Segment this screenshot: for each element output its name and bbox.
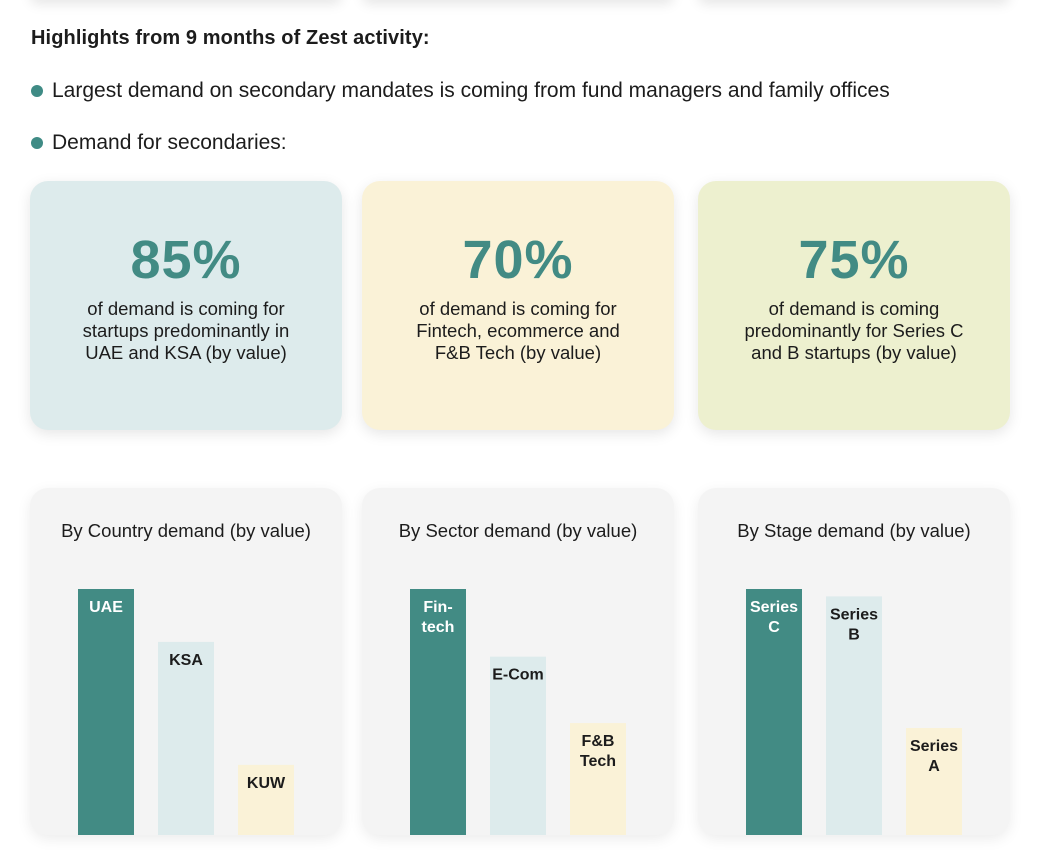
bar-label-line: UAE <box>89 599 123 616</box>
stat-card-sector: 70% of demand is coming for Fintech, eco… <box>362 181 674 430</box>
bar-label: Series C <box>750 599 798 636</box>
stat-line: predominantly for Series C <box>744 320 964 341</box>
bullet-text: Largest demand on secondary mandates is … <box>52 79 890 102</box>
country-bar-chart: UAE KSA KUW <box>78 589 294 835</box>
stat-line: Fintech, ecommerce and <box>416 320 620 341</box>
stat-card-stage: 75% of demand is coming predominantly fo… <box>698 181 1010 430</box>
bar <box>746 589 802 835</box>
bar <box>570 723 626 835</box>
bar <box>158 641 214 835</box>
stat-value: 75% <box>798 230 910 290</box>
bar-label: E-Com <box>492 667 544 684</box>
bullet-dot-icon <box>31 137 43 149</box>
bullet-text: Demand for secondaries: <box>52 131 287 154</box>
bar-label-line: A <box>928 758 940 775</box>
bar-label-line: B <box>848 626 860 643</box>
bullet-item: Demand for secondaries: <box>31 131 287 155</box>
bar-label-line: Tech <box>580 753 616 770</box>
stat-value: 70% <box>462 230 574 290</box>
chart-title: By Stage demand (by value) <box>737 520 971 541</box>
chart-card-country: By Country demand (by value) UAE KSA KUW <box>30 488 342 835</box>
bar-label: KSA <box>169 652 203 669</box>
stat-line: UAE and KSA (by value) <box>85 342 287 363</box>
bar-label-line: F&B <box>582 733 615 750</box>
bar <box>490 656 546 835</box>
chart-title: By Country demand (by value) <box>61 520 311 541</box>
bar-label: Fin-tech <box>422 599 455 636</box>
stat-line: F&B Tech (by value) <box>434 342 602 363</box>
section-heading: Highlights from 9 months of Zest activit… <box>31 27 430 49</box>
bar <box>906 727 962 835</box>
stat-value: 85% <box>130 230 242 290</box>
bar-label-line: Series <box>910 738 958 755</box>
bar-label-line: Series <box>750 599 798 616</box>
bar <box>826 596 882 835</box>
chart-card-sector: By Sector demand (by value) Fin-tech E-Co… <box>362 488 674 835</box>
bullet-item: Largest demand on secondary mandates is … <box>31 79 890 103</box>
bar-label: UAE <box>89 599 123 616</box>
stat-line: of demand is coming <box>768 298 940 319</box>
bar-label-line: C <box>768 619 780 636</box>
bar-label: Series B <box>830 606 878 643</box>
bar <box>78 589 134 835</box>
bar <box>238 764 294 835</box>
chart-card-stage: By Stage demand (by value) Series C Series… <box>698 488 1010 835</box>
bar-label-line: Fin- <box>423 599 452 616</box>
chart-title: By Sector demand (by value) <box>398 520 638 541</box>
stat-line: of demand is coming for <box>419 298 617 319</box>
stat-description: of demand is coming for startups predomi… <box>30 298 342 364</box>
bullet-dot-icon <box>31 85 43 97</box>
bar-label-line: Series <box>830 606 878 623</box>
bar-label: KUW <box>247 775 286 792</box>
stat-line: of demand is coming for <box>87 298 285 319</box>
bar-label: F&B Tech <box>580 733 616 770</box>
sector-bar-chart: Fin-tech E-Com F&B Tech <box>410 589 626 835</box>
stat-line: and B startups (by value) <box>751 342 957 363</box>
bar-label-line: KUW <box>247 775 286 792</box>
stat-line: startups predominantly in <box>82 320 290 341</box>
bar <box>410 589 466 835</box>
stat-description: of demand is coming for Fintech, ecommer… <box>362 298 674 364</box>
bar-label-line: E-Com <box>492 667 544 684</box>
bar-label-line: KSA <box>169 652 203 669</box>
bar-label-line: tech <box>422 619 455 636</box>
stage-bar-chart: Series C Series B Series A <box>746 589 962 835</box>
bar-label: Series A <box>910 738 958 775</box>
stat-card-country: 85% of demand is coming for startups pre… <box>30 181 342 430</box>
stat-description: of demand is coming predominantly for Se… <box>698 298 1010 364</box>
